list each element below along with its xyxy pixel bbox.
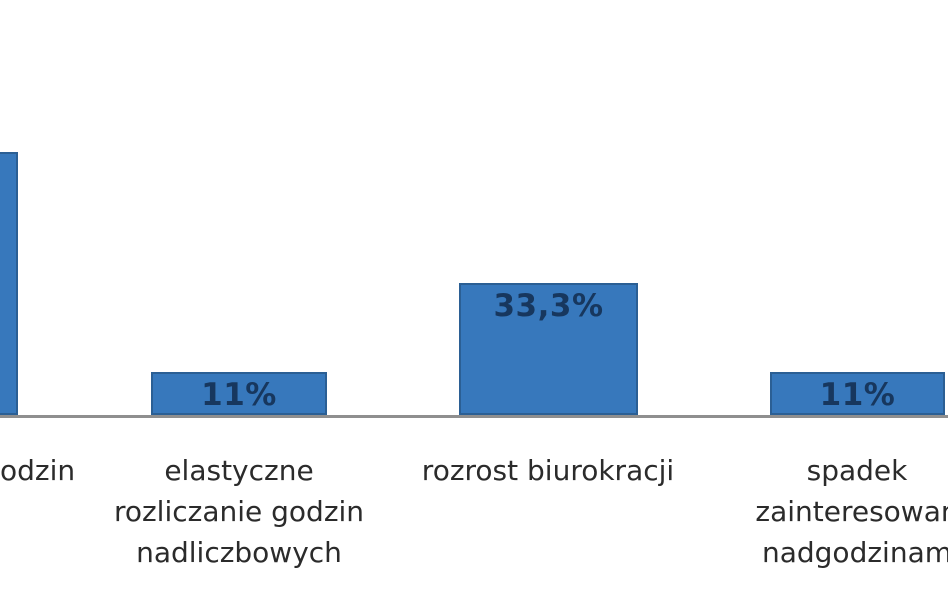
category-label-1-clipped: odzin [0,450,130,491]
bar-column-4: 11% [770,372,945,415]
bar-column-3: 33,3% [459,283,638,415]
category-label-line: nadgodzinam [761,536,948,569]
category-label-line: rozliczanie godzin [113,495,365,528]
category-label-2: elastyczne rozliczanie godzin nadliczbowyc… [79,450,399,573]
bar-column-2: 11% [151,372,327,415]
category-label-line: odzin [0,454,76,487]
bar-value-label-3: 33,3% [493,288,604,324]
x-axis-line [0,415,948,418]
category-label-line: elastyczne [164,454,314,487]
category-label-line: spadek [806,454,908,487]
category-label-3: rozrost biurokracji [388,450,708,491]
category-label-line: zainteresowan [755,495,948,528]
category-label-line: nadliczbowych [136,536,342,569]
bar-value-label-4: 11% [819,377,896,413]
bar-value-label-2: 11% [201,377,277,413]
category-label-4-clipped: spadek zainteresowan nadgodzinam [697,450,948,573]
bar-column-1-clipped [0,152,18,415]
category-label-line: rozrost biurokracji [421,454,675,487]
